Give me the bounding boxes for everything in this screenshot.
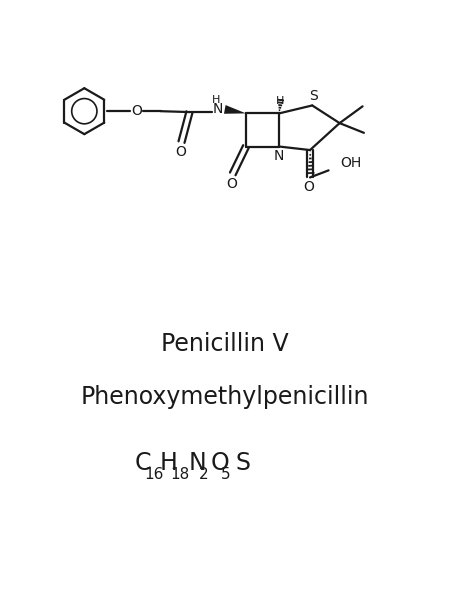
Text: S: S [309,89,318,103]
Text: H: H [212,95,220,105]
Text: C: C [135,451,151,475]
Text: O: O [211,451,229,475]
Text: N: N [274,149,284,163]
Text: 5: 5 [221,467,231,482]
Text: 2: 2 [199,467,208,482]
Text: H: H [160,451,178,475]
Polygon shape [224,105,246,114]
Text: 16: 16 [144,467,163,482]
Text: O: O [304,180,315,194]
Text: S: S [235,451,250,475]
Text: O: O [226,176,237,191]
Text: Penicillin V: Penicillin V [161,332,289,356]
Text: O: O [175,145,186,159]
Text: N: N [212,102,223,116]
Text: H: H [276,97,284,106]
Text: OH: OH [340,156,361,170]
Text: Phenoxymethylpenicillin: Phenoxymethylpenicillin [81,385,369,409]
Text: O: O [131,104,142,118]
Text: N: N [189,451,206,475]
Text: 18: 18 [171,467,190,482]
